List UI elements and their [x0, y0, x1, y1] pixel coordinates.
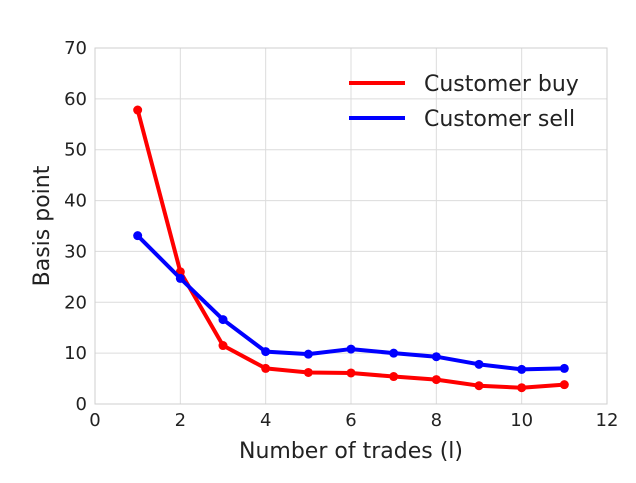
- x-tick-label: 12: [596, 410, 619, 431]
- data-point-customer-sell: [175, 273, 185, 283]
- data-point-customer-buy: [261, 363, 271, 373]
- y-tick-label: 50: [64, 140, 87, 161]
- series-layer: [133, 105, 569, 393]
- y-tick-label: 40: [64, 191, 87, 212]
- y-tick-labels: 0 10 20 30 40 50 60 70: [64, 38, 87, 415]
- data-point-customer-buy: [303, 367, 313, 377]
- x-tick-label: 10: [510, 410, 533, 431]
- data-point-customer-buy: [389, 372, 399, 382]
- y-tick-label: 10: [64, 343, 87, 364]
- x-tick-label: 2: [175, 410, 186, 431]
- x-tick-label: 4: [260, 410, 271, 431]
- data-point-customer-sell: [303, 349, 313, 359]
- data-point-customer-buy: [218, 341, 228, 351]
- data-point-customer-sell: [389, 348, 399, 358]
- legend: Customer buy Customer sell: [349, 72, 579, 132]
- plot-frame: [94, 47, 608, 405]
- legend-label-customer-buy: Customer buy: [424, 72, 579, 97]
- data-point-customer-buy: [133, 105, 143, 115]
- x-tick-labels: 0 2 4 6 8 10 12: [89, 410, 618, 431]
- data-point-customer-sell: [559, 363, 569, 373]
- data-point-customer-sell: [261, 347, 271, 357]
- y-tick-label: 60: [64, 89, 87, 110]
- legend-label-customer-sell: Customer sell: [424, 107, 575, 132]
- data-point-customer-buy: [474, 381, 484, 391]
- data-point-customer-sell: [517, 364, 527, 374]
- y-tick-label: 0: [76, 394, 87, 415]
- x-axis-title: Number of trades (l): [239, 439, 463, 464]
- x-tick-label: 6: [345, 410, 356, 431]
- data-point-customer-sell: [431, 352, 441, 362]
- y-tick-label: 20: [64, 292, 87, 313]
- data-point-customer-sell: [474, 359, 484, 369]
- data-point-customer-sell: [133, 231, 143, 241]
- y-tick-label: 30: [64, 241, 87, 262]
- x-tick-label: 0: [89, 410, 100, 431]
- data-point-customer-buy: [517, 383, 527, 393]
- data-point-customer-sell: [218, 315, 228, 325]
- data-point-customer-buy: [559, 380, 569, 390]
- y-axis-title: Basis point: [30, 165, 55, 286]
- x-tick-label: 8: [431, 410, 442, 431]
- data-point-customer-buy: [346, 368, 356, 378]
- data-point-customer-buy: [431, 375, 441, 385]
- y-tick-label: 70: [64, 38, 87, 59]
- data-point-customer-sell: [346, 344, 356, 354]
